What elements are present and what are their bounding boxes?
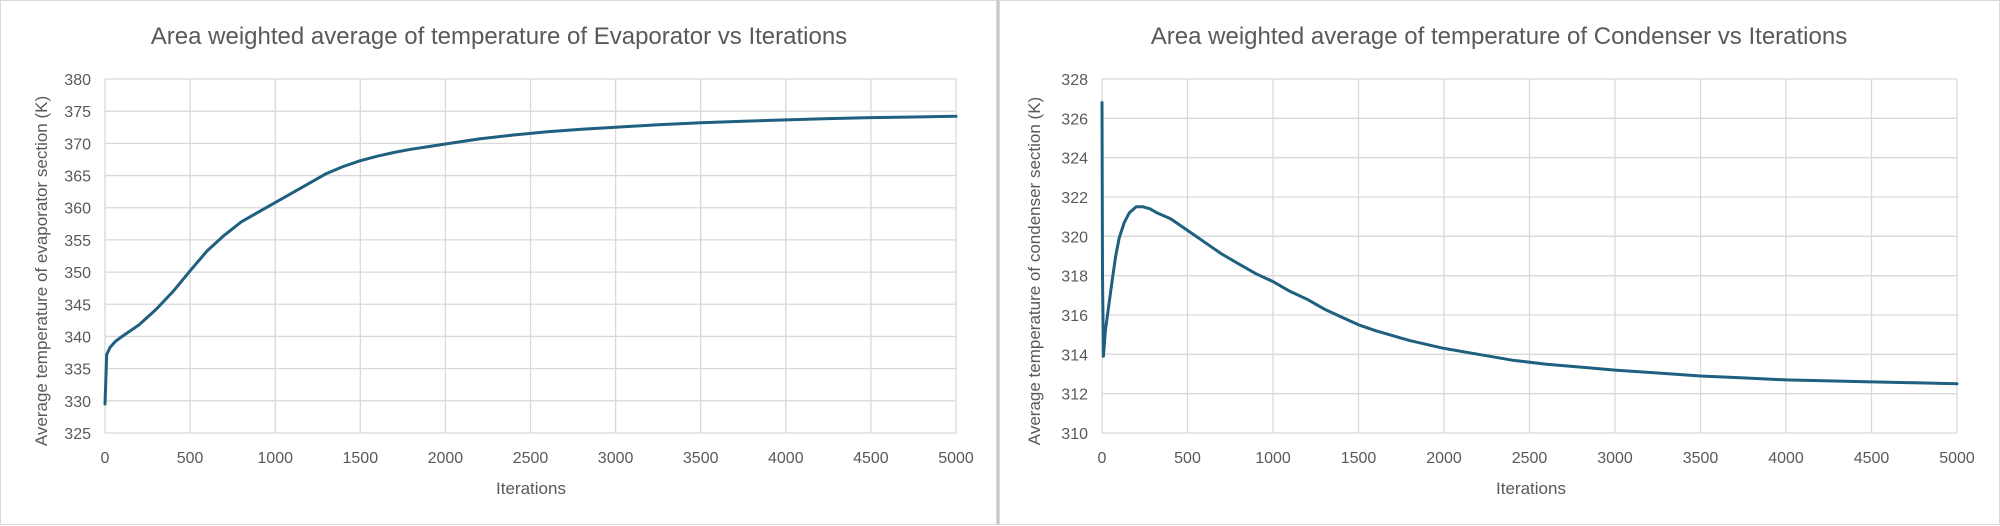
condenser-x-tick-label: 3000 xyxy=(1597,450,1633,467)
evaporator-x-axis-title: Iterations xyxy=(496,479,566,498)
evaporator-y-tick-label: 340 xyxy=(64,329,91,346)
evaporator-y-tick-label: 325 xyxy=(64,426,91,443)
condenser-x-tick-label: 3500 xyxy=(1683,450,1719,467)
evaporator-x-tick-label: 1000 xyxy=(257,450,293,467)
evaporator-y-tick-label: 360 xyxy=(64,201,91,218)
condenser-x-tick-label: 5000 xyxy=(1939,450,1975,467)
evaporator-x-tick-label: 2500 xyxy=(513,450,549,467)
evaporator-x-tick-label: 4000 xyxy=(768,450,804,467)
condenser-y-tick-label: 312 xyxy=(1061,387,1088,404)
condenser-y-tick-label: 310 xyxy=(1061,426,1088,443)
evaporator-y-tick-label: 350 xyxy=(64,265,91,282)
condenser-x-axis-title: Iterations xyxy=(1496,479,1566,498)
condenser-y-tick-label: 328 xyxy=(1061,72,1088,89)
evaporator-y-tick-label: 345 xyxy=(64,297,91,314)
condenser-y-tick-label: 324 xyxy=(1061,151,1088,168)
evaporator-x-tick-label: 4500 xyxy=(853,450,889,467)
condenser-x-tick-label: 2500 xyxy=(1512,450,1548,467)
condenser-y-tick-label: 314 xyxy=(1061,347,1088,364)
condenser-temperature-series-line xyxy=(1100,101,1959,386)
condenser-y-tick-label: 316 xyxy=(1061,308,1088,325)
evaporator-y-tick-label: 365 xyxy=(64,169,91,186)
evaporator-y-tick-label: 380 xyxy=(64,72,91,89)
evaporator-y-tick-label: 355 xyxy=(64,233,91,250)
evaporator-x-tick-label: 0 xyxy=(101,450,110,467)
evaporator-y-axis-title: Average temperature of evaporator sectio… xyxy=(32,96,51,446)
evaporator-y-tick-label: 335 xyxy=(64,362,91,379)
evaporator-y-tick-label: 370 xyxy=(64,136,91,153)
evaporator-x-tick-label: 5000 xyxy=(938,450,974,467)
condenser-y-tick-label: 326 xyxy=(1061,111,1088,128)
evaporator-chart: 325 330 335 340 345 350 355 360 365 370 375 380 0 500… xyxy=(32,23,974,498)
evaporator-chart-title: Area weighted average of temperature of … xyxy=(151,23,847,50)
evaporator-chart-panel: 325 330 335 340 345 350 355 360 365 370 375 380 0 500… xyxy=(0,0,997,525)
condenser-x-tick-label: 0 xyxy=(1098,450,1107,467)
evaporator-y-tick-label: 375 xyxy=(64,104,91,121)
evaporator-x-tick-label: 1500 xyxy=(343,450,379,467)
condenser-x-tick-label: 500 xyxy=(1174,450,1201,467)
evaporator-x-tick-label: 3500 xyxy=(683,450,719,467)
condenser-y-axis-title: Average temperature of condenser section… xyxy=(1025,97,1044,445)
evaporator-y-tick-label: 330 xyxy=(64,394,91,411)
condenser-x-tick-label: 2000 xyxy=(1426,450,1462,467)
evaporator-x-tick-label: 500 xyxy=(177,450,204,467)
condenser-chart-panel: 310 312 314 316 318 320 322 324 326 328 0 500 1000 15… xyxy=(999,0,2000,525)
evaporator-temperature-series-line xyxy=(103,114,958,406)
condenser-x-tick-label: 4000 xyxy=(1768,450,1804,467)
condenser-y-tick-label: 320 xyxy=(1061,229,1088,246)
panel-divider xyxy=(997,0,999,525)
condenser-x-tick-label: 1500 xyxy=(1341,450,1377,467)
condenser-chart-title: Area weighted average of temperature of … xyxy=(1151,23,1847,50)
condenser-chart: 310 312 314 316 318 320 322 324 326 328 0 500 1000 15… xyxy=(1025,23,1975,498)
condenser-x-tick-label: 4500 xyxy=(1854,450,1890,467)
condenser-y-tick-label: 318 xyxy=(1061,269,1088,286)
condenser-x-tick-label: 1000 xyxy=(1255,450,1291,467)
condenser-y-tick-label: 322 xyxy=(1061,190,1088,207)
evaporator-x-tick-label: 3000 xyxy=(598,450,634,467)
evaporator-x-tick-label: 2000 xyxy=(428,450,464,467)
